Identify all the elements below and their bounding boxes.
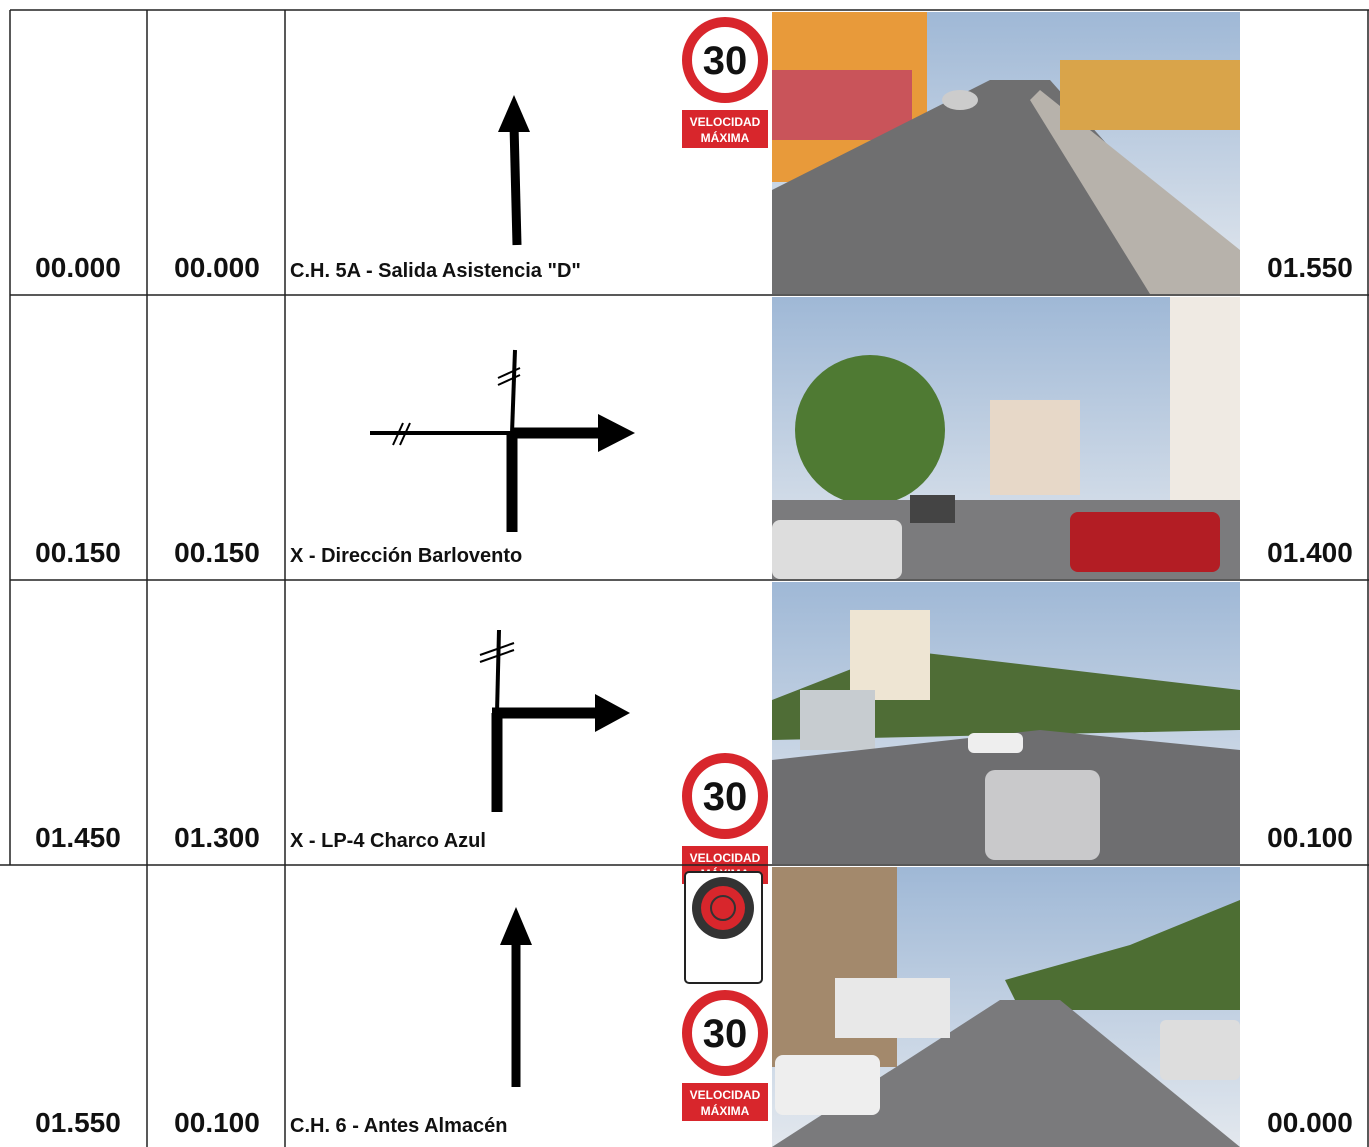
diagram-right-turn (479, 629, 630, 812)
total-distance: 00.000 (35, 252, 121, 283)
diagram-straight (500, 907, 532, 1087)
sign-plate (682, 1083, 768, 1121)
sign-plate (682, 110, 768, 148)
total-distance: 01.550 (35, 1107, 121, 1138)
speed-value: 30 (703, 39, 748, 83)
partial-distance: 00.000 (174, 252, 260, 283)
diagram-crossroad (370, 349, 635, 532)
remaining-distance: 00.100 (1267, 822, 1353, 853)
photo (772, 582, 1240, 864)
sign-ring (682, 990, 768, 1076)
remaining-distance: 01.400 (1267, 537, 1353, 568)
sign-ring (682, 17, 768, 103)
sign-label: MÁXIMA (701, 130, 750, 145)
parking-disc-sign (684, 871, 763, 984)
sign-label: VELOCIDAD (690, 115, 761, 129)
total-distance: 01.450 (35, 822, 121, 853)
diagram-straight (498, 95, 530, 246)
table-grid (0, 9, 1369, 1147)
photo (772, 297, 1240, 579)
photo (772, 12, 1240, 294)
description: C.H. 5A - Salida Asistencia "D" (290, 260, 581, 282)
partial-distance: 00.150 (174, 537, 260, 568)
total-distance: 00.150 (35, 537, 121, 568)
sign-ring (682, 753, 768, 839)
remaining-distance: 01.550 (1267, 252, 1353, 283)
photo (772, 867, 1240, 1147)
partial-distance: 00.100 (174, 1107, 260, 1138)
sign-label: VELOCIDAD (690, 1088, 761, 1102)
description: C.H. 6 - Antes Almacén (290, 1115, 507, 1137)
sign-label: VELOCIDAD (690, 851, 761, 865)
description: X - Dirección Barlovento (290, 545, 522, 567)
description: X - LP-4 Charco Azul (290, 830, 486, 852)
speed-value: 30 (703, 775, 748, 819)
speed-value: 30 (703, 1012, 748, 1056)
partial-distance: 01.300 (174, 822, 260, 853)
remaining-distance: 00.000 (1267, 1107, 1353, 1138)
sign-label: MÁXIMA (701, 1103, 750, 1118)
